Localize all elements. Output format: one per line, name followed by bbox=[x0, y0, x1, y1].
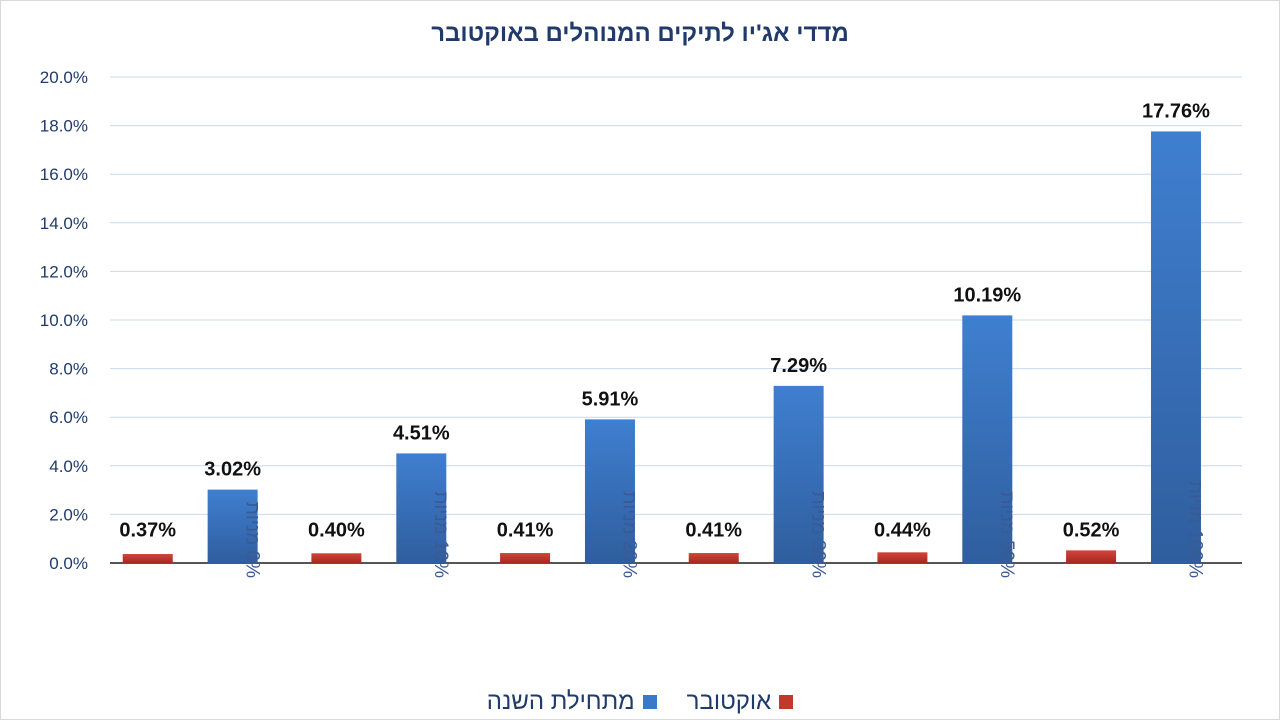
y-tick-label: 20.0% bbox=[40, 68, 88, 87]
legend-swatch-ytd bbox=[642, 695, 657, 709]
category-label: 50% מניות bbox=[996, 491, 1017, 578]
data-label-october: 0.52% bbox=[1063, 519, 1120, 541]
data-label-ytd: 3.02% bbox=[204, 459, 261, 481]
category-label: 0% מניות bbox=[241, 502, 262, 578]
data-label-ytd: 4.51% bbox=[393, 422, 450, 444]
bar-ytd bbox=[207, 489, 258, 563]
bar-october bbox=[122, 554, 173, 563]
bar-ytd bbox=[1150, 131, 1201, 563]
legend-item-october: אוקטובר bbox=[687, 688, 794, 716]
bar-october bbox=[688, 553, 739, 563]
legend-swatch-october bbox=[779, 695, 794, 709]
y-tick-label: 8.0% bbox=[49, 360, 88, 379]
category-label: 30% מניות bbox=[807, 491, 828, 578]
y-tick-label: 18.0% bbox=[40, 117, 88, 136]
category-label: 20% מניות bbox=[619, 491, 640, 578]
legend-item-ytd: מתחילת השנה bbox=[487, 688, 657, 716]
y-tick-label: 14.0% bbox=[40, 214, 88, 233]
data-label-october: 0.44% bbox=[874, 519, 931, 541]
y-tick-label: 10.0% bbox=[40, 311, 88, 330]
bar-october bbox=[877, 552, 928, 563]
data-label-october: 0.41% bbox=[497, 519, 554, 541]
data-label-october: 0.37% bbox=[119, 519, 176, 541]
bar-ytd bbox=[773, 385, 824, 563]
bar-october bbox=[1066, 550, 1117, 563]
data-label-october: 0.41% bbox=[685, 519, 742, 541]
bar-ytd bbox=[584, 419, 635, 563]
data-label-october: 0.40% bbox=[308, 519, 365, 541]
y-tick-label: 4.0% bbox=[49, 457, 88, 476]
bar-ytd bbox=[962, 315, 1013, 563]
bar-ytd bbox=[396, 453, 447, 563]
legend-label-october: אוקטובר bbox=[686, 688, 772, 715]
y-tick-label: 0.0% bbox=[49, 554, 88, 573]
bar-october bbox=[311, 553, 362, 563]
y-tick-label: 16.0% bbox=[40, 165, 88, 184]
y-tick-label: 6.0% bbox=[49, 408, 88, 427]
category-label: 100% מניות bbox=[1185, 481, 1206, 578]
legend-label-ytd: מתחילת השנה bbox=[486, 688, 635, 715]
y-tick-label: 2.0% bbox=[49, 505, 88, 524]
data-label-ytd: 7.29% bbox=[770, 355, 827, 377]
bar-october bbox=[500, 553, 551, 563]
category-label: 10% מניות bbox=[430, 491, 451, 578]
chart-title: מדדי אג'יו לתיקים המנוהלים באוקטובר bbox=[431, 20, 849, 47]
data-label-ytd: 17.76% bbox=[1142, 100, 1210, 122]
data-label-ytd: 5.91% bbox=[582, 388, 639, 410]
legend: אוקטובר מתחילת השנה bbox=[0, 688, 1280, 716]
data-label-ytd: 10.19% bbox=[953, 284, 1021, 306]
y-tick-label: 12.0% bbox=[40, 262, 88, 281]
